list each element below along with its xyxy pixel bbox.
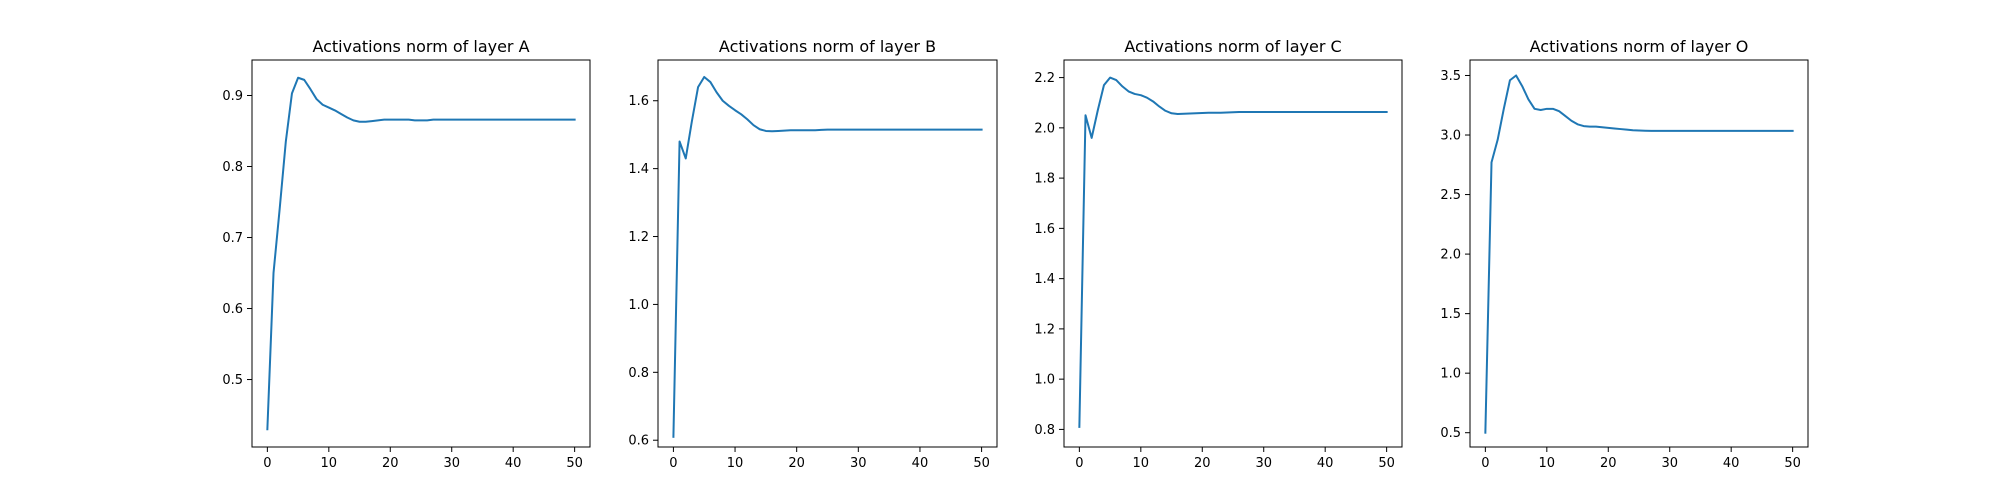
x-tick-label: 40 [1723, 456, 1740, 471]
series-line [1484, 74, 1794, 434]
y-tick-label: 0.8 [222, 160, 243, 175]
x-tick-label: 10 [727, 456, 744, 471]
y-tick-label: 1.2 [1034, 322, 1055, 337]
y-tick-label: 1.8 [1034, 172, 1055, 187]
y-tick-label: 0.9 [222, 89, 243, 104]
y-tick-label: 1.5 [1440, 307, 1461, 322]
x-tick-label: 10 [1539, 456, 1556, 471]
axes-frame [657, 59, 998, 448]
chart-panel-1: Activations norm of layer A 0 10 20 30 40 50 0.… [222, 37, 591, 471]
x-tick-label: 0 [1481, 456, 1489, 471]
y-tick-label: 2.5 [1440, 188, 1461, 203]
x-tick-label: 20 [1194, 456, 1211, 471]
x-tick-label: 50 [1784, 456, 1801, 471]
x-tick-label: 20 [382, 456, 399, 471]
series-line [672, 75, 983, 438]
x-tick-label: 30 [1661, 456, 1678, 471]
x-tick-label: 0 [669, 456, 677, 471]
y-tick-label: 1.2 [628, 230, 649, 245]
axes-frame [1469, 59, 1809, 448]
x-tick-label: 30 [1255, 456, 1272, 471]
y-tick-label: 1.0 [1034, 373, 1055, 388]
y-tick-label: 2.2 [1034, 71, 1055, 86]
x-tick-label: 30 [443, 456, 460, 471]
x-tick-label: 50 [973, 456, 990, 471]
x-tick-label: 10 [321, 456, 338, 471]
y-tick-label: 1.4 [1034, 272, 1055, 287]
y-tick-label: 0.8 [1034, 423, 1055, 438]
y-tick-label: 1.6 [628, 94, 649, 109]
x-tick-label: 30 [850, 456, 867, 471]
chart-panel-2: Activations norm of layer B 0 10 20 30 40 50 0.… [628, 37, 998, 471]
x-tick-label: 10 [1133, 456, 1150, 471]
y-tick-label: 3.5 [1440, 69, 1461, 84]
x-tick-label: 40 [912, 456, 929, 471]
y-tick-label: 0.6 [222, 302, 243, 317]
x-tick-label: 20 [1600, 456, 1617, 471]
series-line [1078, 76, 1388, 428]
y-tick-label: 0.6 [628, 434, 649, 449]
y-tick-label: 0.5 [222, 373, 243, 388]
x-tick-label: 50 [1378, 456, 1395, 471]
y-tick-label: 0.7 [222, 231, 243, 246]
x-tick-label: 0 [1075, 456, 1083, 471]
y-tick-label: 0.5 [1440, 426, 1461, 441]
x-tick-label: 0 [263, 456, 271, 471]
y-tick-label: 1.6 [1034, 222, 1055, 237]
y-tick-label: 1.0 [628, 298, 649, 313]
chart-panel-4: Activations norm of layer O 0 10 20 30 40 50 0.… [1440, 37, 1809, 471]
chart-panel-3: Activations norm of layer C 0 10 20 30 40 50 0.… [1034, 37, 1403, 471]
x-tick-label: 40 [1317, 456, 1334, 471]
y-tick-label: 1.4 [628, 162, 649, 177]
y-tick-label: 3.0 [1440, 129, 1461, 144]
chart-title: Activations norm of layer B [719, 37, 936, 56]
y-tick-label: 2.0 [1440, 248, 1461, 263]
chart-title: Activations norm of layer A [312, 37, 529, 56]
x-tick-label: 50 [566, 456, 583, 471]
chart-title: Activations norm of layer C [1124, 37, 1341, 56]
axes-frame [1063, 59, 1403, 448]
chart-title: Activations norm of layer O [1530, 37, 1749, 56]
x-tick-label: 40 [505, 456, 522, 471]
axes-frame [251, 59, 591, 448]
y-tick-label: 2.0 [1034, 121, 1055, 136]
y-tick-label: 1.0 [1440, 367, 1461, 382]
series-line [266, 76, 576, 431]
x-tick-label: 20 [788, 456, 805, 471]
y-tick-label: 0.8 [628, 366, 649, 381]
